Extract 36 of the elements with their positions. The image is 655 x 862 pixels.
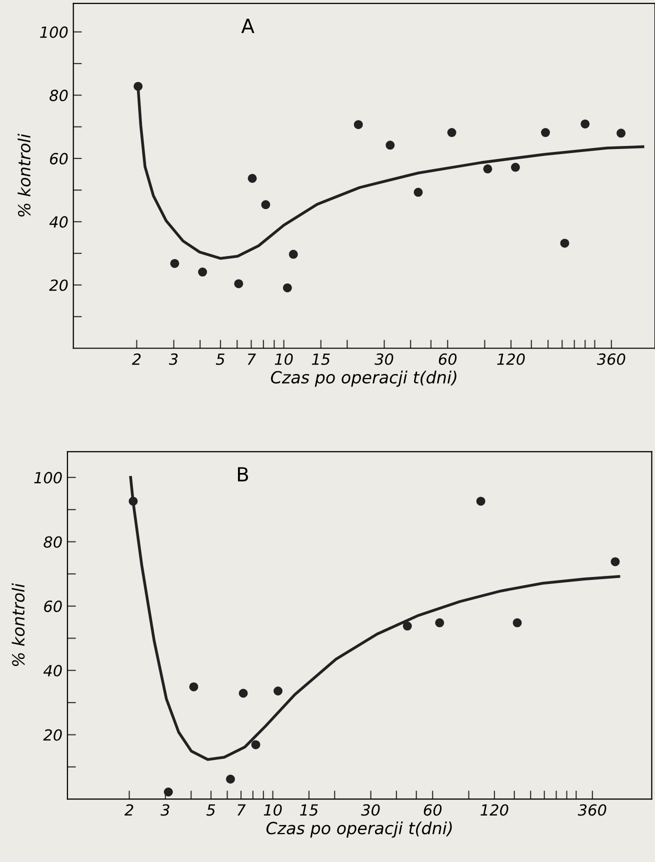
y-axis-title: % kontroli bbox=[18, 134, 31, 217]
x-tick-label: 360 bbox=[578, 804, 606, 816]
x-tick-label: 3 bbox=[168, 353, 178, 365]
x-tick-label: 120 bbox=[480, 804, 508, 816]
x-tick-label: 30 bbox=[374, 353, 394, 365]
x-tick-label: 15 bbox=[300, 804, 318, 816]
y-tick-label: 60 bbox=[44, 600, 62, 612]
y-tick-label: 60 bbox=[50, 152, 68, 164]
x-tick-label: 2 bbox=[124, 804, 134, 816]
y-tick-label: 20 bbox=[43, 729, 62, 741]
x-tick-label: 120 bbox=[497, 353, 525, 365]
y-tick-label: 40 bbox=[49, 216, 68, 228]
x-tick-label: 360 bbox=[596, 353, 626, 365]
x-tick-label: 7 bbox=[248, 354, 256, 365]
text: B bbox=[238, 467, 248, 482]
x-tick-label: 10 bbox=[274, 353, 293, 365]
x-tick-label: 3 bbox=[160, 804, 170, 816]
y-tick-label: 80 bbox=[50, 90, 68, 102]
x-axis-title: Czas po operacji t(dni) bbox=[266, 822, 452, 838]
y-axis-title: % kontroli bbox=[12, 583, 25, 666]
y-tick-label: 80 bbox=[44, 536, 62, 548]
y-tick-label: 100 bbox=[40, 26, 68, 38]
text: A bbox=[241, 18, 254, 33]
x-tick-label: 5 bbox=[216, 354, 224, 365]
y-tick-label: 100 bbox=[34, 472, 62, 484]
x-tick-label: 5 bbox=[206, 804, 216, 816]
x-tick-label: 2 bbox=[132, 353, 141, 365]
x-tick-label: 15 bbox=[312, 354, 330, 365]
y-tick-label: 40 bbox=[43, 664, 62, 676]
x-tick-label: 60 bbox=[438, 353, 457, 365]
x-axis-title: Czas po operacji t(dni) bbox=[270, 370, 456, 387]
y-tick-label: 20 bbox=[49, 279, 68, 292]
x-tick-label: 10 bbox=[264, 804, 282, 816]
x-tick-label: 30 bbox=[361, 804, 380, 816]
x-tick-label: 7 bbox=[238, 804, 246, 816]
x-tick-label: 60 bbox=[424, 804, 442, 816]
